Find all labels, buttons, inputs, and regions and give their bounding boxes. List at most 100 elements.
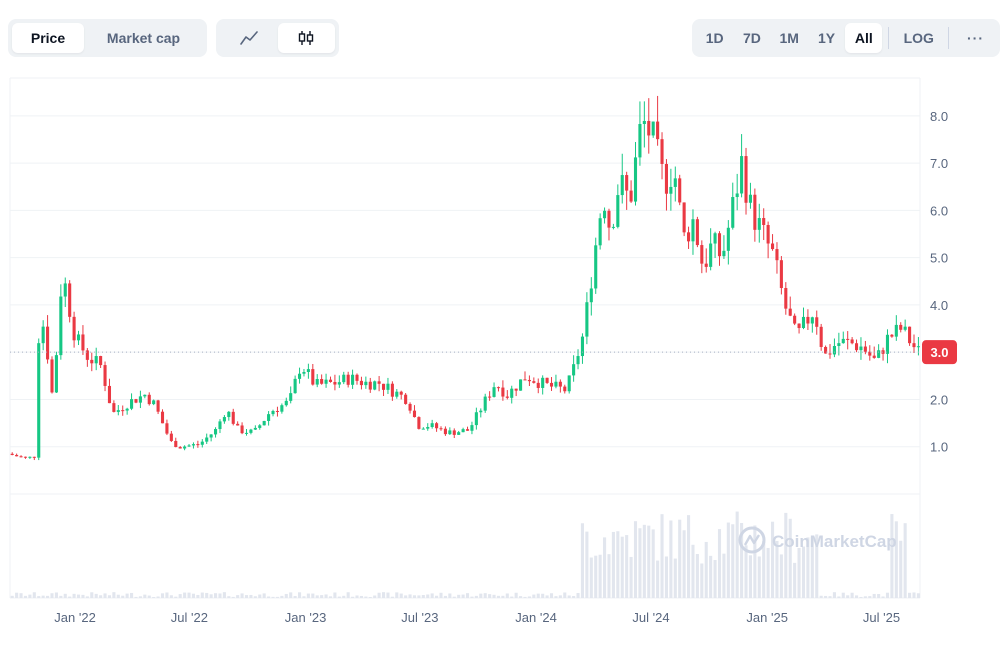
- candle-body: [178, 447, 182, 449]
- candle-body: [859, 346, 863, 351]
- volume-bar: [779, 554, 783, 598]
- volume-bar: [320, 595, 324, 598]
- range-7d-button[interactable]: 7D: [742, 30, 761, 46]
- volume-bar: [633, 521, 638, 598]
- volume-bar: [567, 595, 571, 598]
- price-tab[interactable]: Price: [12, 23, 84, 53]
- candle-body: [377, 381, 381, 384]
- market-cap-tab[interactable]: Market cap: [106, 30, 181, 46]
- more-options-button[interactable]: ···: [967, 30, 984, 46]
- volume-bar: [868, 596, 872, 598]
- candle-body: [138, 396, 142, 403]
- candle-body: [346, 374, 350, 385]
- candle-body: [258, 425, 262, 428]
- candlestick-button[interactable]: [277, 23, 335, 53]
- current-price-badge: [922, 340, 957, 365]
- candle-body: [231, 411, 235, 424]
- candle-body: [72, 316, 76, 341]
- volume-bar: [607, 554, 611, 598]
- candle-body: [32, 456, 36, 458]
- candle-body: [169, 433, 173, 441]
- candle-body: [775, 249, 779, 261]
- candle-body: [744, 156, 748, 203]
- candle-body: [222, 417, 226, 422]
- volume-bar: [536, 593, 540, 598]
- candle-body: [302, 371, 306, 374]
- volume-bar: [280, 595, 284, 598]
- volume-bar: [448, 593, 452, 598]
- candle-body: [594, 245, 598, 289]
- candle-body: [15, 454, 19, 457]
- candle-body: [501, 387, 505, 397]
- candle-body: [788, 308, 792, 316]
- volume-bar: [302, 596, 306, 598]
- candle-body: [373, 381, 377, 390]
- candle-body: [554, 381, 558, 387]
- volume-bar: [496, 595, 501, 598]
- volume-bar: [130, 592, 134, 598]
- volume-bar: [841, 592, 845, 598]
- log-scale-button[interactable]: LOG: [903, 30, 934, 46]
- volume-bar: [165, 592, 169, 598]
- range-all-button[interactable]: All: [845, 23, 883, 53]
- volume-bar: [687, 515, 691, 598]
- volume-bars: [10, 511, 920, 598]
- candle-body: [700, 245, 704, 264]
- range-1y-button[interactable]: 1Y: [817, 30, 836, 46]
- volume-bar: [90, 592, 94, 598]
- candle-body: [426, 426, 430, 429]
- volume-bar: [903, 523, 907, 598]
- candle-body: [669, 186, 673, 194]
- volume-bar: [412, 595, 417, 598]
- volume-bar: [713, 560, 717, 598]
- candle-body: [797, 323, 801, 329]
- volume-bar: [740, 523, 744, 598]
- range-1d-button[interactable]: 1D: [705, 30, 724, 46]
- volume-bar: [877, 594, 881, 598]
- candle-body: [160, 411, 165, 424]
- volume-bar: [859, 596, 863, 598]
- candle-body: [320, 379, 324, 384]
- range-1m-button[interactable]: 1M: [779, 30, 799, 46]
- candle-body: [620, 175, 624, 196]
- volume-bar: [156, 596, 160, 598]
- candle-body: [271, 410, 275, 415]
- volume-bar: [620, 536, 624, 598]
- volume-bar: [337, 596, 341, 598]
- volume-bar: [46, 595, 50, 598]
- candle-body: [187, 445, 191, 447]
- candle-body: [532, 381, 536, 383]
- volume-bar: [439, 592, 443, 598]
- candle-body: [452, 430, 456, 435]
- candle-body: [121, 410, 125, 412]
- volume-bar: [510, 596, 514, 598]
- candle-body: [289, 393, 293, 401]
- volume-bar: [793, 562, 797, 598]
- volume-bar: [284, 593, 288, 598]
- volume-bar: [660, 514, 664, 598]
- candle-body: [381, 383, 386, 390]
- candle-body: [536, 382, 540, 388]
- candle-body: [19, 456, 23, 458]
- candle-body: [713, 233, 717, 244]
- candle-body: [567, 375, 571, 392]
- candle-body: [678, 178, 682, 203]
- volume-bar: [824, 595, 828, 598]
- candle-body: [99, 356, 103, 366]
- candle-body: [54, 355, 58, 393]
- candle-body: [806, 316, 810, 324]
- candle-body: [390, 383, 394, 397]
- line-chart-button[interactable]: [220, 23, 278, 53]
- volume-bar: [435, 595, 439, 598]
- volume-bar: [23, 595, 28, 598]
- candle-body: [580, 336, 585, 357]
- volume-bar: [673, 558, 677, 598]
- volume-bar: [735, 511, 739, 598]
- candle-body: [912, 343, 916, 348]
- candle-body: [147, 394, 151, 405]
- x-tick-label: Jul '22: [171, 610, 208, 625]
- candle-body: [443, 428, 447, 435]
- volume-bar: [483, 593, 487, 598]
- candle-body: [448, 430, 452, 435]
